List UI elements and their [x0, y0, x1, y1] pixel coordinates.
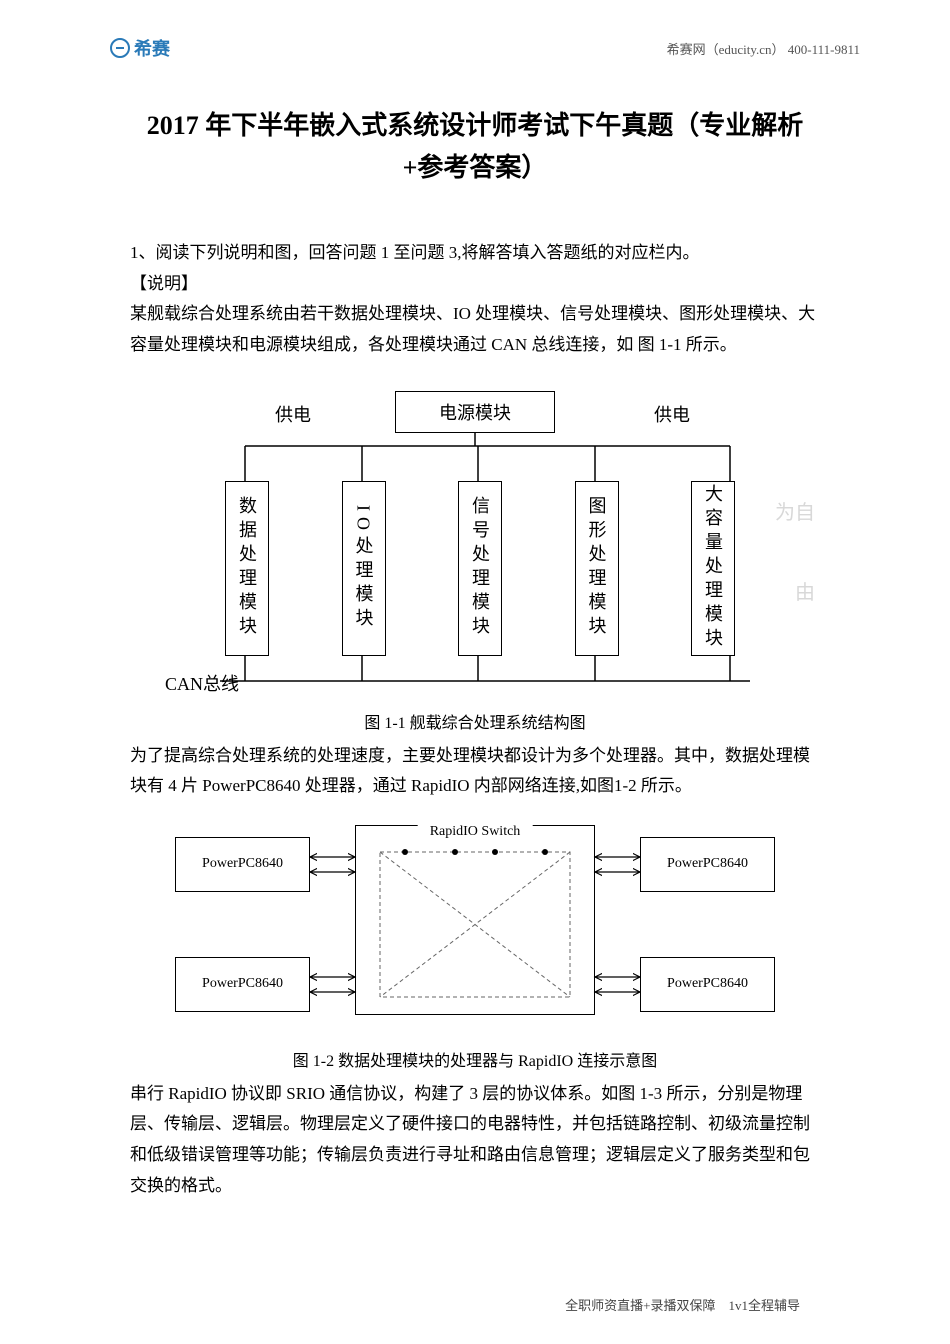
rapidio-switch-label: RapidIO Switch	[418, 824, 533, 840]
module-io: IO处理模块	[342, 481, 386, 656]
page-footer: 全职师资直播+录播双保障 1v1全程辅导	[565, 1295, 800, 1314]
question-desc: 某舰载综合处理系统由若干数据处理模块、IO 处理模块、信号处理模块、图形处理模块…	[130, 299, 820, 360]
module-signal: 信号处理模块	[458, 481, 502, 656]
supply-label-right: 供电	[654, 401, 690, 427]
module-data: 数据处理模块	[225, 481, 269, 656]
module-row: 数据处理模块 IO处理模块 信号处理模块 图形处理模块 大容量处理模块	[225, 481, 735, 656]
diagram-1: 电源模块 供电 供电 为自 由 数据处理模块 IO处理模块 信号处理模块 图形处…	[175, 381, 775, 701]
ppc-box-top-left: PowerPC8640	[175, 837, 310, 892]
logo-text: 希赛	[134, 35, 170, 61]
diagram-2: RapidIO Switch PowerPC8640 PowerPC8640 P…	[175, 817, 775, 1042]
power-module-box: 电源模块	[395, 391, 555, 433]
module-storage: 大容量处理模块	[691, 481, 735, 656]
ppc-box-bottom-left: PowerPC8640	[175, 957, 310, 1012]
paragraph-2: 为了提高综合处理系统的处理速度，主要处理模块都设计为多个处理器。其中，数据处理模…	[130, 741, 820, 802]
can-bus-label: CAN总线	[165, 670, 239, 696]
rapidio-switch-box: RapidIO Switch	[355, 825, 595, 1015]
question-label: 【说明】	[130, 269, 820, 300]
logo-icon	[110, 38, 130, 58]
ppc-box-top-right: PowerPC8640	[640, 837, 775, 892]
paragraph-3: 串行 RapidIO 协议即 SRIO 通信协议，构建了 3 层的协议体系。如图…	[130, 1079, 820, 1201]
figure-2-caption: 图 1-2 数据处理模块的处理器与 RapidIO 连接示意图	[130, 1047, 820, 1071]
document-content: 2017 年下半年嵌入式系统设计师考试下午真题（专业解析+参考答案） 1、阅读下…	[130, 105, 820, 1201]
document-title: 2017 年下半年嵌入式系统设计师考试下午真题（专业解析+参考答案）	[130, 105, 820, 188]
ppc-box-bottom-right: PowerPC8640	[640, 957, 775, 1012]
ghost-text: 由	[795, 576, 815, 605]
logo: 希赛	[110, 35, 170, 61]
figure-1-caption: 图 1-1 舰载综合处理系统结构图	[130, 709, 820, 733]
question-intro: 1、阅读下列说明和图，回答问题 1 至问题 3,将解答填入答题纸的对应栏内。	[130, 238, 820, 269]
page-header: 希赛 希赛网（educity.cn） 400-111-9811	[0, 35, 950, 61]
header-source: 希赛网（educity.cn） 400-111-9811	[667, 39, 860, 58]
supply-label-left: 供电	[275, 401, 311, 427]
ghost-text: 为自	[775, 496, 815, 525]
module-graphics: 图形处理模块	[575, 481, 619, 656]
